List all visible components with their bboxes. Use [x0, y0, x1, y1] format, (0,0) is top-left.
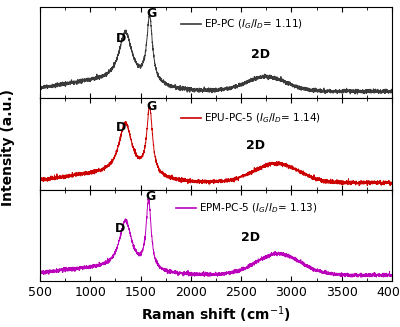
Text: 2D: 2D	[251, 48, 270, 61]
Text: 2D: 2D	[246, 139, 265, 152]
Text: G: G	[146, 190, 156, 203]
Text: 2D: 2D	[241, 231, 260, 244]
X-axis label: Raman shift (cm$^{-1}$): Raman shift (cm$^{-1}$)	[141, 305, 291, 325]
Text: EP-PC ($I_G$/$I_D$= 1.11): EP-PC ($I_G$/$I_D$= 1.11)	[204, 17, 303, 31]
Text: Intensity (a.u.): Intensity (a.u.)	[1, 89, 15, 206]
Text: D: D	[115, 222, 126, 235]
Text: G: G	[146, 100, 157, 113]
Text: D: D	[116, 121, 126, 134]
Text: G: G	[146, 7, 157, 20]
Text: D: D	[116, 32, 126, 45]
Text: EPM-PC-5 ($I_G$/$I_D$= 1.13): EPM-PC-5 ($I_G$/$I_D$= 1.13)	[199, 201, 317, 215]
Text: EPU-PC-5 ($I_G$/$I_D$= 1.14): EPU-PC-5 ($I_G$/$I_D$= 1.14)	[204, 111, 321, 125]
